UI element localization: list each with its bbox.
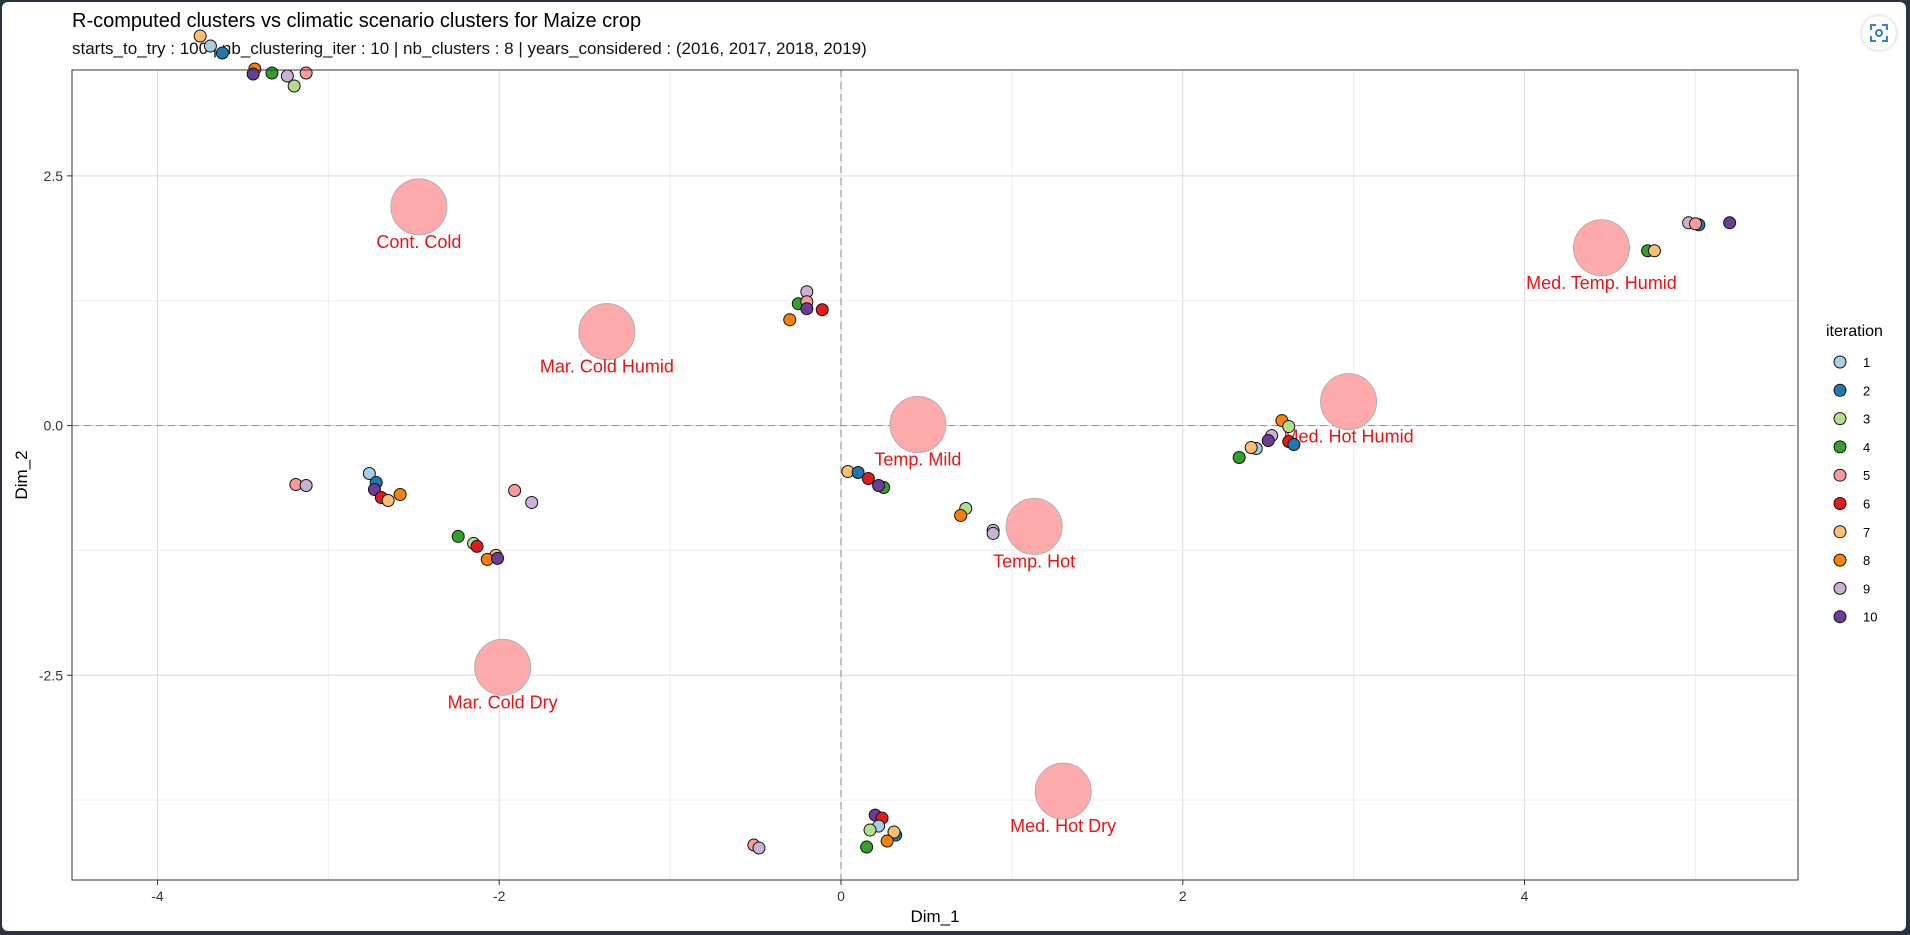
data-point	[1261, 434, 1275, 448]
data-point	[362, 467, 376, 481]
x-tick-label: 2	[1179, 888, 1187, 904]
data-point	[752, 841, 766, 855]
y-tick-label: -2.5	[39, 667, 63, 683]
scenario-cluster-layer: Cont. Cold Mar. Cold Humid Temp. Mild Temp.…	[376, 178, 1677, 836]
x-tick-label: 0	[837, 888, 845, 904]
legend-label: 3	[1863, 412, 1870, 427]
data-point	[861, 471, 875, 485]
data-point	[381, 493, 395, 507]
legend-label: 6	[1863, 497, 1870, 512]
fullscreen-icon	[1870, 24, 1888, 42]
scenario-cluster-label: Temp. Mild	[874, 450, 961, 470]
scenario-cluster-circle	[1005, 497, 1063, 555]
fullscreen-button[interactable]	[1862, 16, 1896, 50]
y-tick-label: 0.0	[44, 418, 64, 434]
legend-label: 9	[1863, 581, 1870, 596]
data-point	[1244, 441, 1258, 455]
scenario-cluster-label: Mar. Cold Humid	[540, 357, 674, 377]
legend: iteration 1 2 3 4 5 6 7 8 9 10	[1826, 323, 1883, 625]
legend-key	[1833, 581, 1847, 595]
scenario-cluster-label: Temp. Hot	[993, 551, 1075, 571]
scenario-cluster-circle	[390, 178, 448, 236]
scenario-cluster-circle	[889, 396, 947, 454]
data-point	[287, 79, 301, 93]
scenario-cluster-label: Mar. Cold Dry	[448, 692, 558, 712]
x-axis-title: Dim_1	[910, 907, 959, 926]
legend-key	[1833, 383, 1847, 397]
legend-key	[1833, 468, 1847, 482]
data-point	[783, 313, 797, 327]
data-point	[1287, 438, 1301, 452]
legend-title: iteration	[1826, 323, 1883, 340]
data-point	[299, 478, 313, 492]
axis-layer: -4 -2 0 2 4 -2.5 0.0 2.5 Dim_1 Dim_2	[12, 168, 1529, 926]
data-point	[800, 302, 814, 316]
y-axis-title: Dim_2	[12, 450, 31, 499]
legend-label: 8	[1863, 553, 1870, 568]
x-tick-label: -4	[151, 888, 164, 904]
data-point	[954, 508, 968, 522]
data-point	[508, 483, 522, 497]
data-point	[525, 495, 539, 509]
legend-key	[1833, 553, 1847, 567]
data-point	[880, 834, 894, 848]
data-point	[491, 551, 505, 565]
plot-panel-border	[71, 69, 1799, 881]
data-point	[872, 478, 886, 492]
chart-title: R-computed clusters vs climatic scenario…	[72, 10, 642, 32]
data-point	[887, 825, 901, 839]
data-point	[451, 529, 465, 543]
scenario-cluster-circle	[1572, 219, 1630, 277]
data-point	[470, 539, 484, 553]
data-point	[1647, 244, 1661, 258]
data-point	[1282, 420, 1296, 434]
scenario-cluster-circle	[474, 638, 532, 696]
data-point	[860, 840, 874, 854]
data-point	[246, 67, 260, 81]
legend-key	[1833, 412, 1847, 426]
legend-label: 7	[1863, 525, 1870, 540]
y-tick-label: 2.5	[44, 168, 64, 184]
scenario-cluster-label: Med. Temp. Humid	[1526, 273, 1677, 293]
reference-lines	[72, 70, 1798, 880]
data-point	[193, 29, 207, 43]
data-point	[1232, 451, 1246, 465]
legend-key	[1833, 525, 1847, 539]
data-point	[393, 487, 407, 501]
data-point	[863, 823, 877, 837]
data-point	[215, 46, 229, 60]
x-tick-label: -2	[493, 888, 506, 904]
data-point	[815, 303, 829, 317]
data-point	[299, 66, 313, 80]
x-tick-label: 4	[1521, 888, 1529, 904]
data-point	[986, 526, 1000, 540]
scenario-cluster-label: Cont. Cold	[376, 232, 461, 252]
point-layer	[193, 29, 1737, 855]
legend-label: 5	[1863, 468, 1870, 483]
scenario-cluster-label: Med. Hot Humid	[1284, 427, 1414, 447]
scenario-cluster-circle	[1034, 762, 1092, 820]
scenario-cluster-circle	[1320, 373, 1378, 431]
data-point	[1723, 216, 1737, 230]
legend-key	[1833, 355, 1847, 369]
legend-key	[1833, 497, 1847, 510]
legend-key	[1833, 440, 1847, 454]
chart-subtitle: starts_to_try : 100 | nb_clustering_iter…	[72, 39, 867, 58]
legend-label: 4	[1863, 440, 1870, 455]
legend-label: 1	[1863, 355, 1870, 370]
legend-label: 10	[1863, 610, 1877, 625]
data-point	[265, 66, 279, 80]
data-point	[203, 39, 217, 53]
data-point	[1688, 217, 1702, 231]
legend-key	[1833, 610, 1847, 624]
data-point	[851, 466, 865, 480]
scenario-cluster-circle	[578, 303, 636, 361]
legend-label: 2	[1863, 383, 1870, 398]
scenario-cluster-label: Med. Hot Dry	[1010, 816, 1116, 836]
grid-layer	[72, 70, 1798, 880]
